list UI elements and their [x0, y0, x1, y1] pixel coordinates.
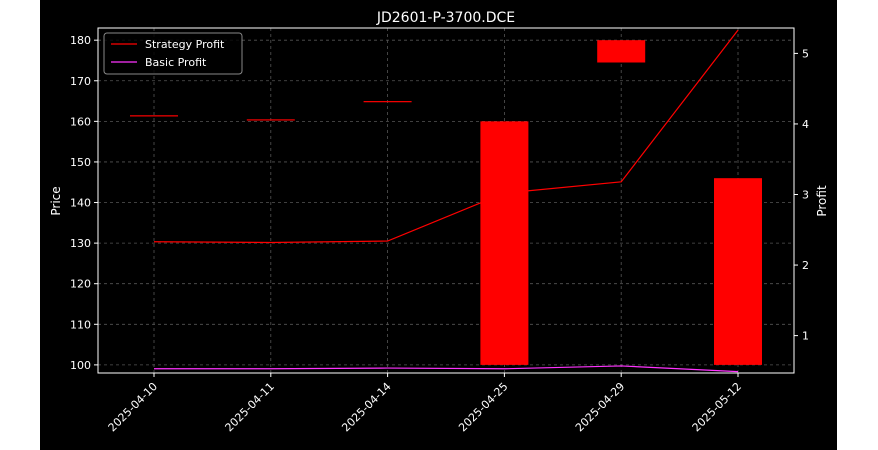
left-tick-label: 110	[70, 318, 91, 331]
right-tick-label: 4	[802, 118, 809, 131]
right-tick-label: 1	[802, 330, 809, 343]
right-tick-label: 3	[802, 189, 809, 202]
right-axis-label: Profit	[815, 185, 829, 217]
candle-2025-04-25	[480, 121, 529, 365]
left-tick-label: 120	[70, 278, 91, 291]
legend-label-strategy: Strategy Profit	[145, 38, 225, 51]
chart-title: JD2601-P-3700.DCE	[376, 10, 515, 26]
left-tick-label: 170	[70, 75, 91, 88]
candle-2025-04-10	[130, 115, 178, 117]
right-tick-label: 2	[802, 259, 809, 272]
candle-2025-04-14	[363, 101, 412, 103]
series-line-strategy-profit	[153, 29, 739, 244]
candles-layer	[130, 40, 762, 365]
legend: Strategy Profit Basic Profit	[103, 32, 243, 75]
candle-2025-04-29	[597, 40, 646, 63]
legend-box	[103, 32, 243, 75]
left-tick-label: 130	[70, 237, 91, 250]
candle-2025-05-12	[714, 178, 762, 365]
left-tick-label: 140	[70, 197, 91, 210]
left-tick-label: 150	[70, 156, 91, 169]
right-tick-label: 5	[802, 47, 809, 60]
profit-lines-layer	[153, 29, 739, 373]
series-line-basic-profit	[154, 365, 739, 373]
candle-2025-04-11	[246, 119, 295, 121]
left-tick-label: 180	[70, 34, 91, 47]
legend-label-basic: Basic Profit	[145, 56, 207, 69]
left-axis-label: Price	[49, 186, 63, 215]
left-tick-label: 160	[70, 115, 91, 128]
left-tick-label: 100	[70, 359, 91, 372]
left-axis: 100 110 120 130 140 150 160 170 180	[70, 34, 98, 372]
right-axis: 1 2 3 4 5	[794, 47, 809, 343]
plot-frame	[97, 27, 795, 374]
